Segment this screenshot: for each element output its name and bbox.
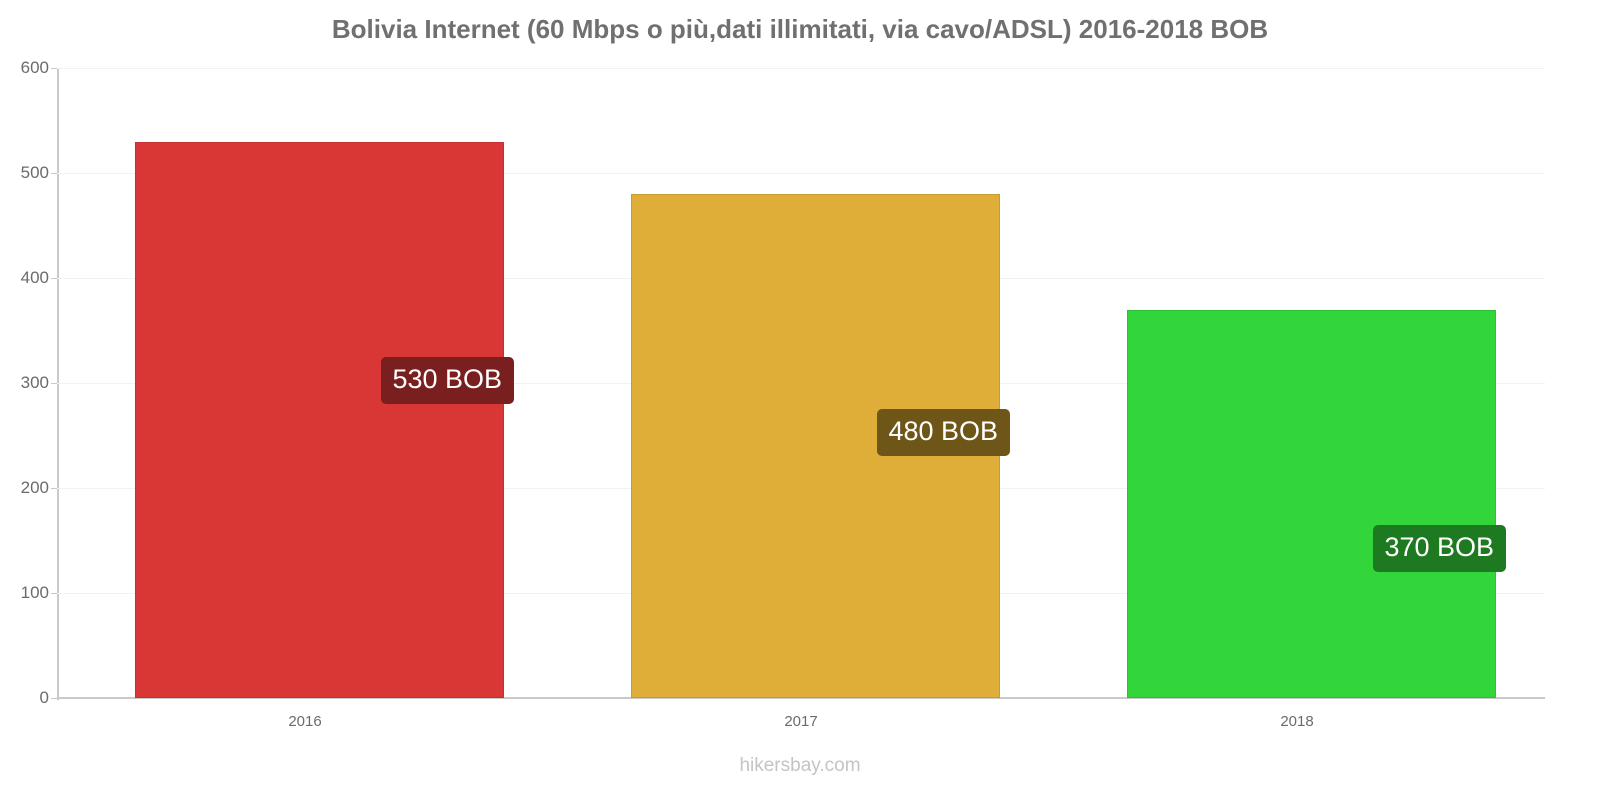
gridline	[57, 68, 1545, 69]
bar-2018[interactable]	[1126, 309, 1496, 698]
plot-area: 530 BOB 480 BOB 370 BOB	[57, 68, 1545, 699]
gridline	[57, 173, 1545, 174]
bar-2016[interactable]	[134, 141, 504, 698]
y-tick-mark	[51, 68, 57, 69]
x-axis-tick-label-2016: 2016	[288, 713, 322, 730]
y-axis-tick-label: 400	[20, 268, 49, 287]
y-axis-tick-label: 500	[20, 163, 49, 182]
y-axis-line	[57, 68, 59, 700]
y-axis-tick-label: 0	[39, 688, 49, 707]
chart-title: Bolivia Internet (60 Mbps o più,dati ill…	[331, 14, 1269, 44]
y-axis-tick-label: 200	[20, 478, 49, 497]
y-axis-tick-label: 100	[20, 583, 49, 602]
bar-value-label-2016: 530 BOB	[380, 356, 515, 404]
y-tick-mark	[51, 593, 57, 594]
y-tick-mark	[51, 383, 57, 384]
bar-value-label-2017: 480 BOB	[876, 409, 1011, 456]
axis-baseline	[57, 697, 1545, 699]
x-axis-tick-label-2018: 2018	[1280, 713, 1314, 730]
y-tick-mark	[51, 488, 57, 489]
footer-credit: hikersbay.com	[739, 755, 861, 776]
bar-value-label-2018: 370 BOB	[1372, 524, 1507, 572]
y-axis-tick-label: 600	[20, 58, 49, 77]
y-tick-mark	[51, 173, 57, 174]
x-axis-tick-label-2017: 2017	[784, 713, 818, 730]
y-tick-mark	[51, 698, 57, 699]
y-tick-mark	[51, 278, 57, 279]
y-axis-tick-label: 300	[20, 373, 49, 392]
